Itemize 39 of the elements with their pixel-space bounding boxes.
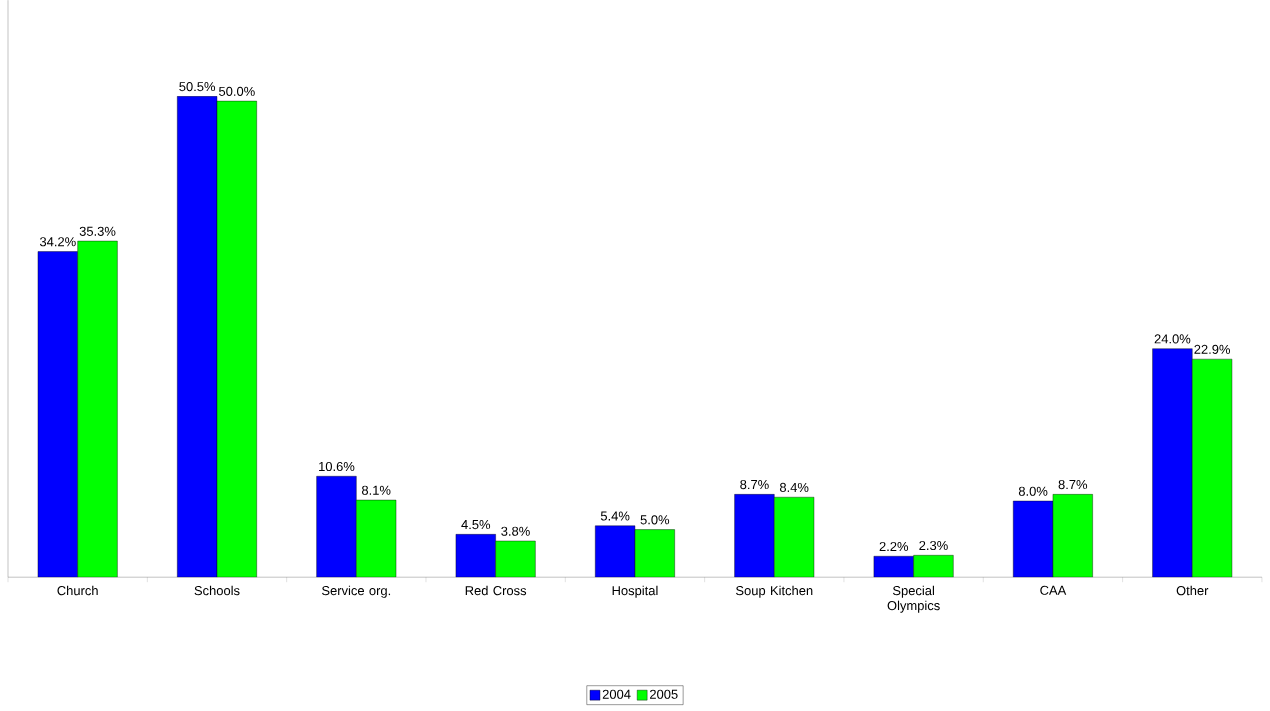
bar	[77, 240, 118, 578]
bar	[913, 555, 954, 578]
x-tick-label: Service org.	[322, 585, 391, 598]
data-label: 8.1%	[361, 485, 391, 495]
data-label: 50.0%	[219, 86, 255, 96]
data-label: 2.2%	[879, 541, 909, 551]
data-label: 10.6%	[319, 461, 355, 471]
bar	[634, 529, 675, 578]
bar	[216, 100, 257, 578]
legend-label: 2005	[650, 689, 678, 699]
bar	[1052, 494, 1093, 578]
data-label: 5.4%	[600, 511, 630, 521]
x-tick-label: Soup Kitchen	[736, 585, 813, 598]
data-label: 5.0%	[640, 515, 670, 525]
data-label: 4.5%	[461, 519, 491, 530]
x-tick-label: Church	[57, 585, 98, 596]
x-tick-label: CAA	[1040, 585, 1067, 595]
bar	[356, 499, 397, 578]
data-label: 22.9%	[1194, 344, 1231, 354]
data-label: 8.4%	[779, 482, 809, 492]
data-label: 8.7%	[740, 479, 769, 490]
bar	[774, 496, 815, 578]
x-tick-label: Other	[1176, 585, 1209, 596]
x-tick-label: Schools	[194, 585, 240, 596]
data-label: 3.8%	[501, 526, 530, 536]
data-label: 50.5%	[179, 81, 216, 92]
data-label: 24.0%	[1154, 334, 1191, 344]
x-tick-label: Hospital	[612, 585, 658, 598]
data-label: 8.0%	[1018, 486, 1048, 496]
data-label: 8.7%	[1058, 479, 1088, 490]
x-tick-label: Red Cross	[465, 585, 527, 596]
bar	[495, 540, 536, 578]
data-label: 2.3%	[919, 540, 948, 550]
bar	[1192, 358, 1233, 578]
data-label: 34.2%	[39, 237, 76, 247]
x-tick-label: Special Olympics	[887, 585, 940, 613]
legend-label: 2004	[602, 689, 631, 699]
bar	[37, 251, 78, 578]
data-label: 35.3%	[79, 226, 116, 236]
